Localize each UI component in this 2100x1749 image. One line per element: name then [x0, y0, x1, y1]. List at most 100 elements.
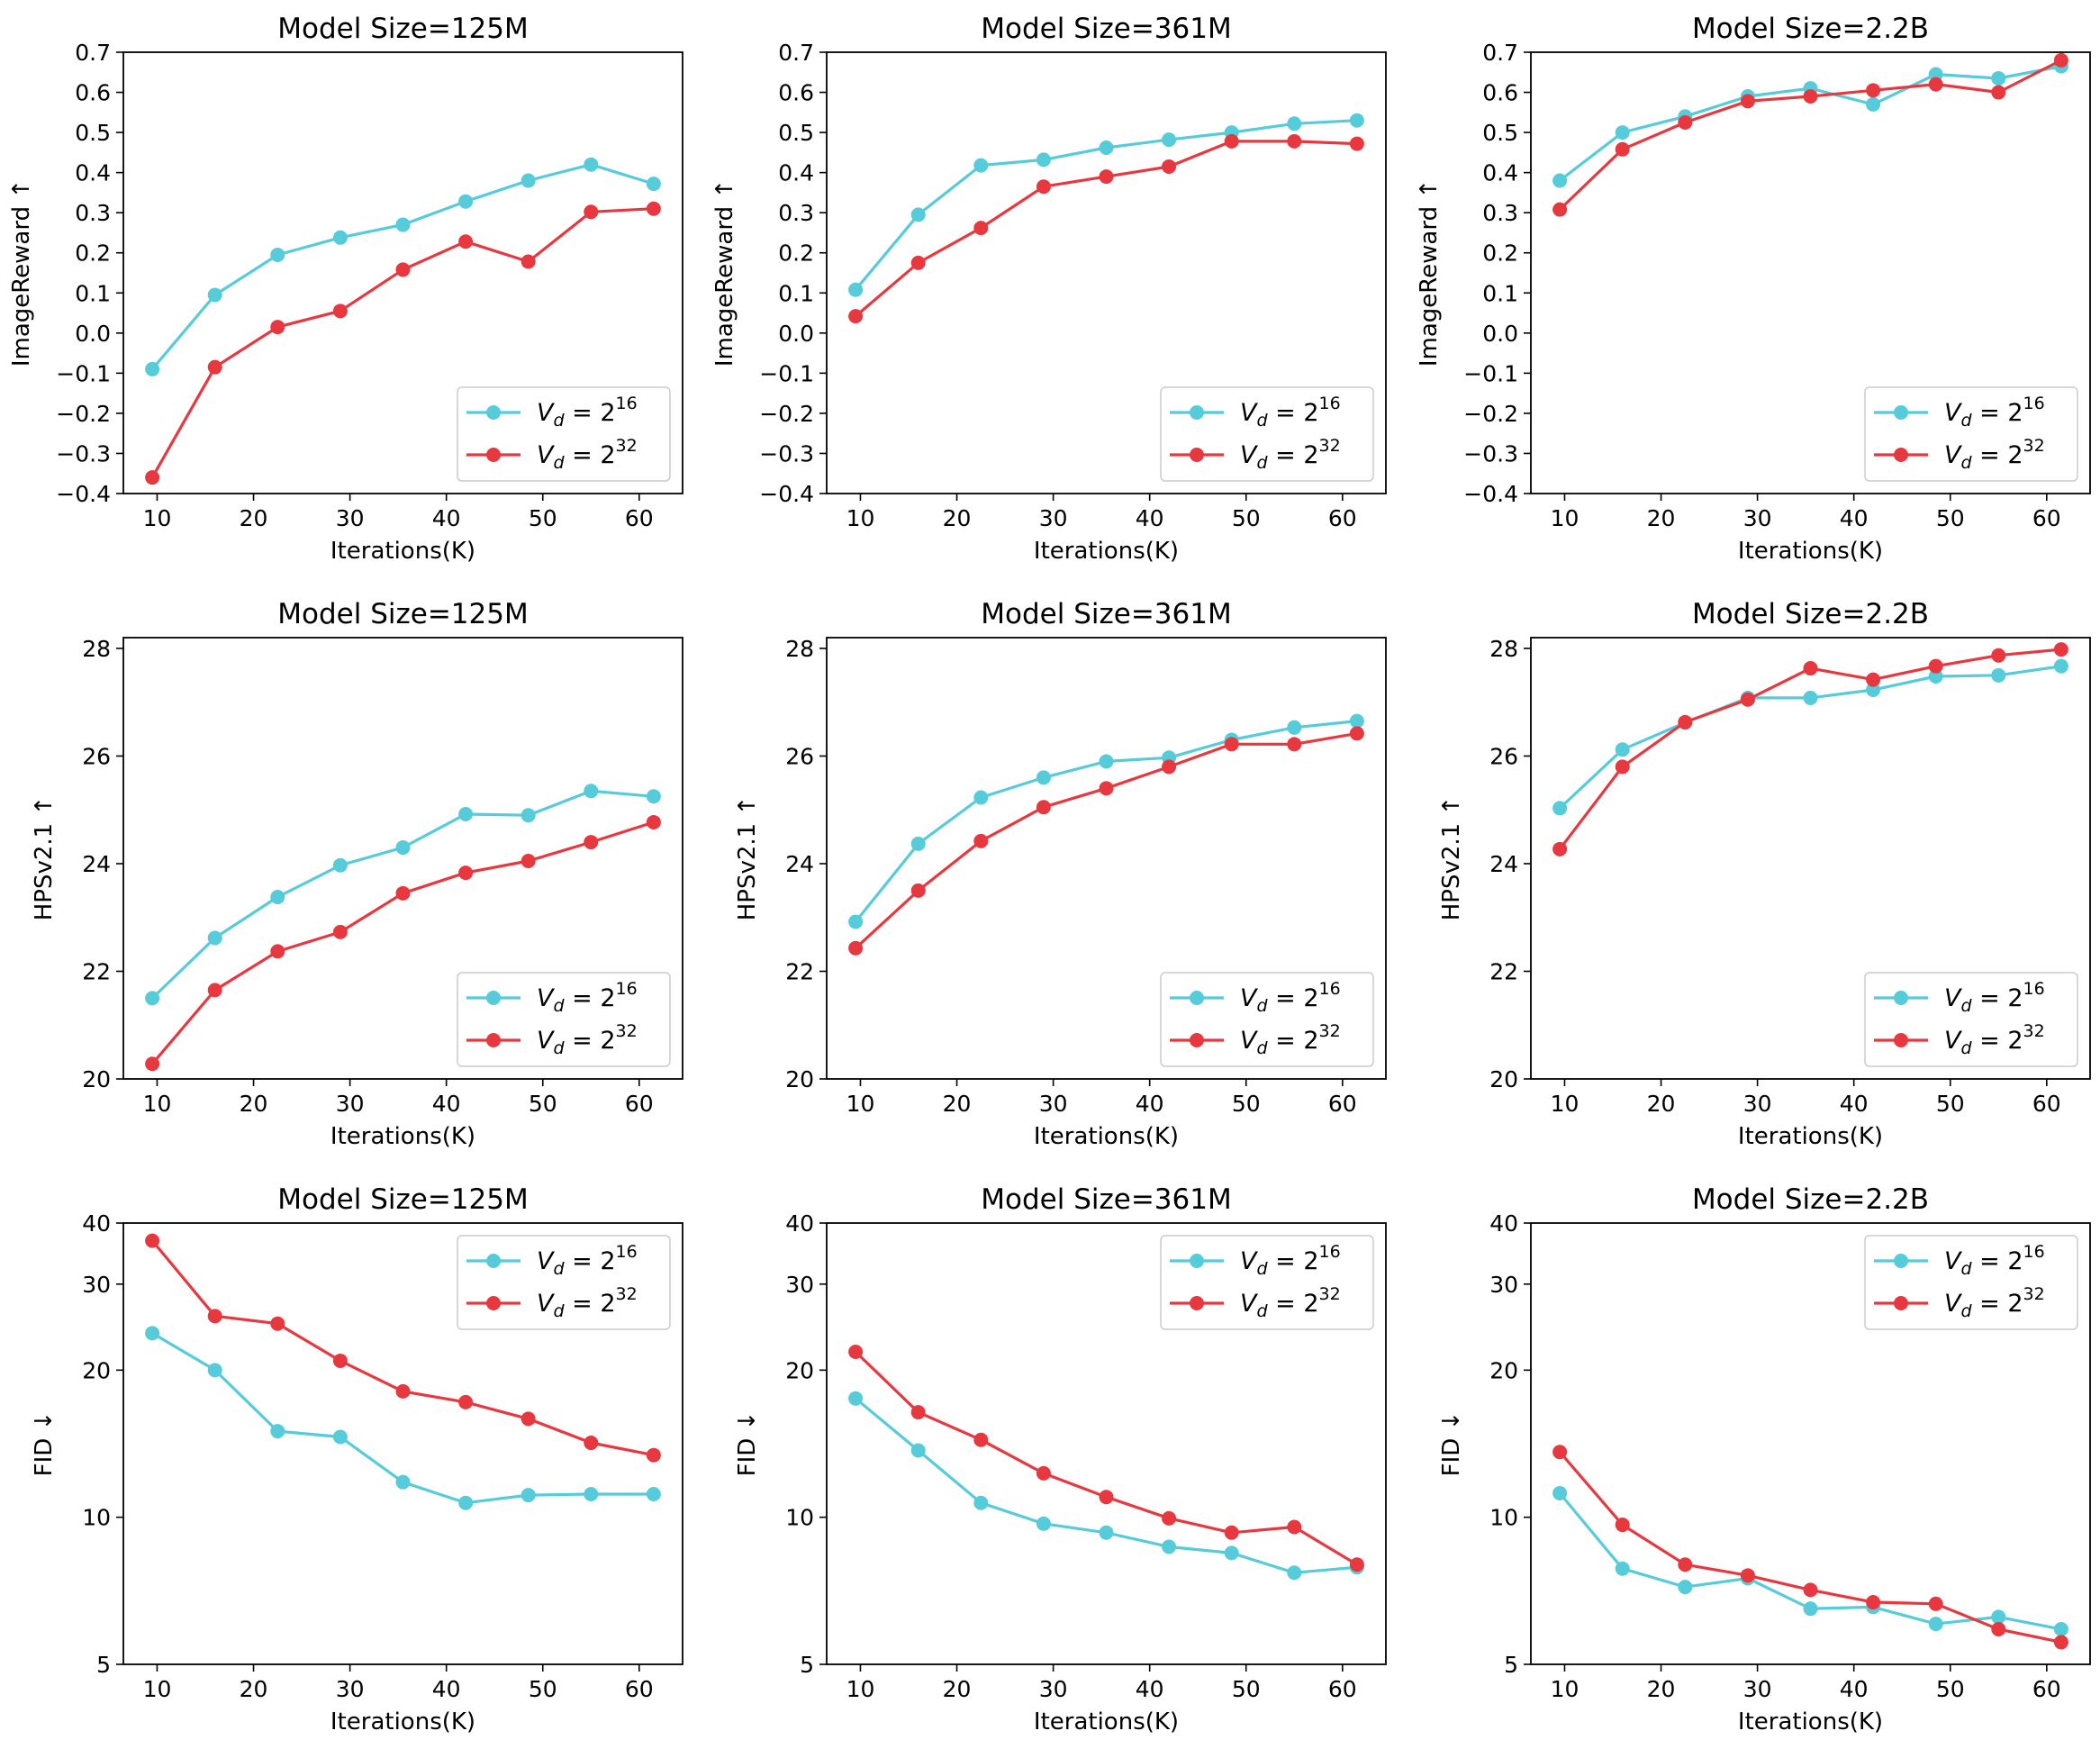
x-tick-label: 60: [1328, 505, 1357, 531]
data-point: [458, 1495, 474, 1510]
data-point: [395, 1474, 411, 1490]
data-point: [1866, 83, 1881, 98]
legend: Vd = 216 Vd = 232: [1864, 972, 2078, 1067]
data-point: [1349, 113, 1364, 128]
legend-label: Vd = 216: [1944, 979, 2045, 1016]
data-point: [973, 1495, 989, 1510]
y-tick-label: 0.4: [1482, 160, 1518, 186]
x-tick-label: 50: [1232, 505, 1261, 531]
x-axis-label: Iterations(K): [330, 1123, 475, 1150]
y-tick-label: 0.0: [75, 321, 111, 347]
legend-label: Vd = 232: [1944, 436, 2045, 473]
y-tick-label: 20: [1489, 1066, 1518, 1092]
data-point: [145, 991, 160, 1006]
data-point: [1287, 737, 1302, 752]
data-point: [207, 1309, 222, 1324]
legend: Vd = 216 Vd = 232: [1160, 386, 1374, 482]
x-tick-label: 50: [529, 505, 557, 531]
data-point: [145, 1326, 160, 1341]
y-axis-label: FID ↓: [734, 1411, 761, 1477]
data-point: [520, 853, 536, 868]
legend-swatch-marker: [486, 405, 501, 420]
y-axis-label: ImageReward ↑: [1416, 179, 1443, 367]
subplot-title: Model Size=2.2B: [1692, 598, 1929, 630]
y-tick-label: −0.4: [56, 481, 111, 507]
x-tick-label: 10: [143, 1091, 172, 1117]
y-tick-label: 0.1: [778, 280, 814, 306]
data-point: [520, 808, 536, 823]
x-tick-label: 30: [1743, 505, 1772, 531]
y-tick-label: 0.4: [778, 160, 814, 186]
subplot-title: Model Size=125M: [277, 13, 528, 45]
y-tick-label: 0.7: [1482, 40, 1518, 66]
y-tick-label: −0.1: [56, 360, 111, 386]
data-point: [2053, 642, 2068, 657]
legend-label: Vd = 232: [1240, 1021, 1341, 1058]
data-point: [1615, 1561, 1630, 1576]
legend-box: [1864, 1235, 2078, 1330]
legend-swatch-marker: [486, 448, 501, 462]
legend-label: Vd = 232: [1240, 436, 1341, 473]
data-point: [646, 1447, 661, 1463]
data-point: [1928, 658, 1943, 674]
legend-swatch-marker: [1190, 1254, 1204, 1268]
data-point: [270, 320, 285, 335]
y-tick-label: 20: [1489, 1357, 1518, 1383]
x-tick-label: 30: [336, 505, 365, 531]
y-tick-label: 20: [785, 1066, 814, 1092]
x-tick-label: 10: [846, 1091, 875, 1117]
data-point: [584, 1436, 599, 1451]
y-tick-label: 0.3: [1482, 200, 1518, 226]
data-point: [1803, 1601, 1818, 1617]
data-point: [395, 1383, 411, 1399]
data-point: [520, 254, 536, 269]
data-point: [2053, 1635, 2068, 1650]
legend-swatch-marker: [486, 1033, 501, 1047]
data-point: [848, 940, 864, 956]
data-point: [1928, 1617, 1943, 1632]
plot-frame: [1530, 637, 2091, 1080]
data-point: [1866, 96, 1881, 112]
x-tick-label: 20: [1647, 1676, 1676, 1702]
data-point: [1099, 140, 1114, 156]
data-point: [1287, 133, 1302, 149]
data-point: [1287, 116, 1302, 131]
y-tick-label: 40: [785, 1210, 814, 1237]
y-tick-label: 24: [82, 851, 111, 877]
x-tick-label: 50: [1936, 505, 1965, 531]
y-tick-label: 0.3: [75, 200, 111, 226]
data-point: [1928, 1596, 1943, 1611]
legend-label: Vd = 232: [537, 1284, 638, 1321]
data-point: [1678, 114, 1693, 130]
legend-swatch-marker: [1894, 991, 1908, 1005]
data-point: [1099, 754, 1114, 769]
data-point: [332, 1429, 348, 1445]
data-point: [207, 983, 222, 998]
x-tick-label: 30: [1039, 505, 1068, 531]
y-tick-label: 30: [785, 1272, 814, 1298]
x-axis-label: Iterations(K): [1738, 538, 1883, 565]
y-tick-label: 0.1: [1482, 280, 1518, 306]
x-tick-label: 50: [1232, 1091, 1261, 1117]
data-point: [584, 1487, 599, 1502]
data-point: [584, 835, 599, 850]
data-point: [910, 207, 926, 222]
data-point: [1287, 720, 1302, 735]
y-tick-label: 0.0: [778, 321, 814, 347]
x-axis-label: Iterations(K): [1034, 1123, 1179, 1150]
data-point: [584, 204, 599, 220]
data-point: [1928, 77, 1943, 92]
legend-label: Vd = 232: [1944, 1021, 2045, 1058]
legend-swatch-marker: [1894, 1296, 1908, 1310]
data-point: [1552, 1445, 1568, 1460]
plot-frame: [1530, 51, 2091, 494]
legend: Vd = 216 Vd = 232: [457, 1235, 671, 1330]
x-tick-label: 40: [1840, 505, 1869, 531]
data-point: [1615, 141, 1630, 157]
x-tick-label: 20: [1647, 505, 1676, 531]
data-point: [1803, 89, 1818, 104]
data-point: [973, 158, 989, 173]
y-tick-label: 5: [96, 1652, 111, 1678]
legend-label: Vd = 232: [537, 1021, 638, 1058]
data-point: [1552, 173, 1568, 188]
